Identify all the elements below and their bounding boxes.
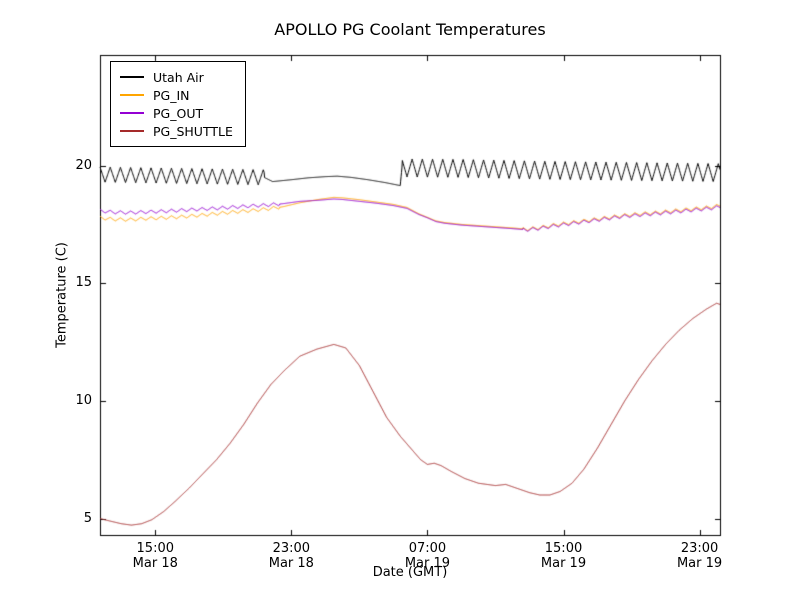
y-axis-label: Temperature (C) bbox=[54, 242, 70, 348]
legend-item-pg-shuttle: PG_SHUTTLE bbox=[120, 122, 233, 140]
legend-label: PG_IN bbox=[153, 87, 190, 103]
legend-line-swatch bbox=[120, 76, 144, 78]
x-tick-label: 23:00 Mar 18 bbox=[268, 541, 314, 571]
legend-label: PG_SHUTTLE bbox=[153, 123, 233, 139]
x-axis-label: Date (GMT) bbox=[372, 565, 448, 580]
x-tick-label: 07:00 Mar 19 bbox=[404, 541, 451, 571]
legend-item-pg-in: PG_IN bbox=[120, 86, 233, 104]
y-tick-label: 5 bbox=[83, 510, 92, 526]
x-tick-label: 15:00 Mar 19 bbox=[540, 541, 587, 571]
x-tick-label: 23:00 Mar 19 bbox=[676, 541, 723, 571]
y-tick-label: 15 bbox=[75, 275, 92, 291]
legend-item-utah-air: Utah Air bbox=[120, 68, 233, 86]
legend-line-swatch bbox=[120, 94, 144, 96]
legend-line-swatch bbox=[120, 130, 144, 132]
chart-title: APOLLO PG Coolant Temperatures bbox=[274, 20, 546, 39]
legend-label: Utah Air bbox=[153, 69, 204, 85]
legend-line-swatch bbox=[120, 112, 144, 114]
y-tick-label: 10 bbox=[75, 392, 92, 408]
x-tick-label: 15:00 Mar 18 bbox=[132, 541, 178, 571]
legend-label: PG_OUT bbox=[153, 105, 204, 121]
y-tick-label: 20 bbox=[75, 157, 92, 173]
legend: Utah Air PG_IN PG_OUT PG_SHUTTLE bbox=[110, 61, 246, 147]
legend-item-pg-out: PG_OUT bbox=[120, 104, 233, 122]
